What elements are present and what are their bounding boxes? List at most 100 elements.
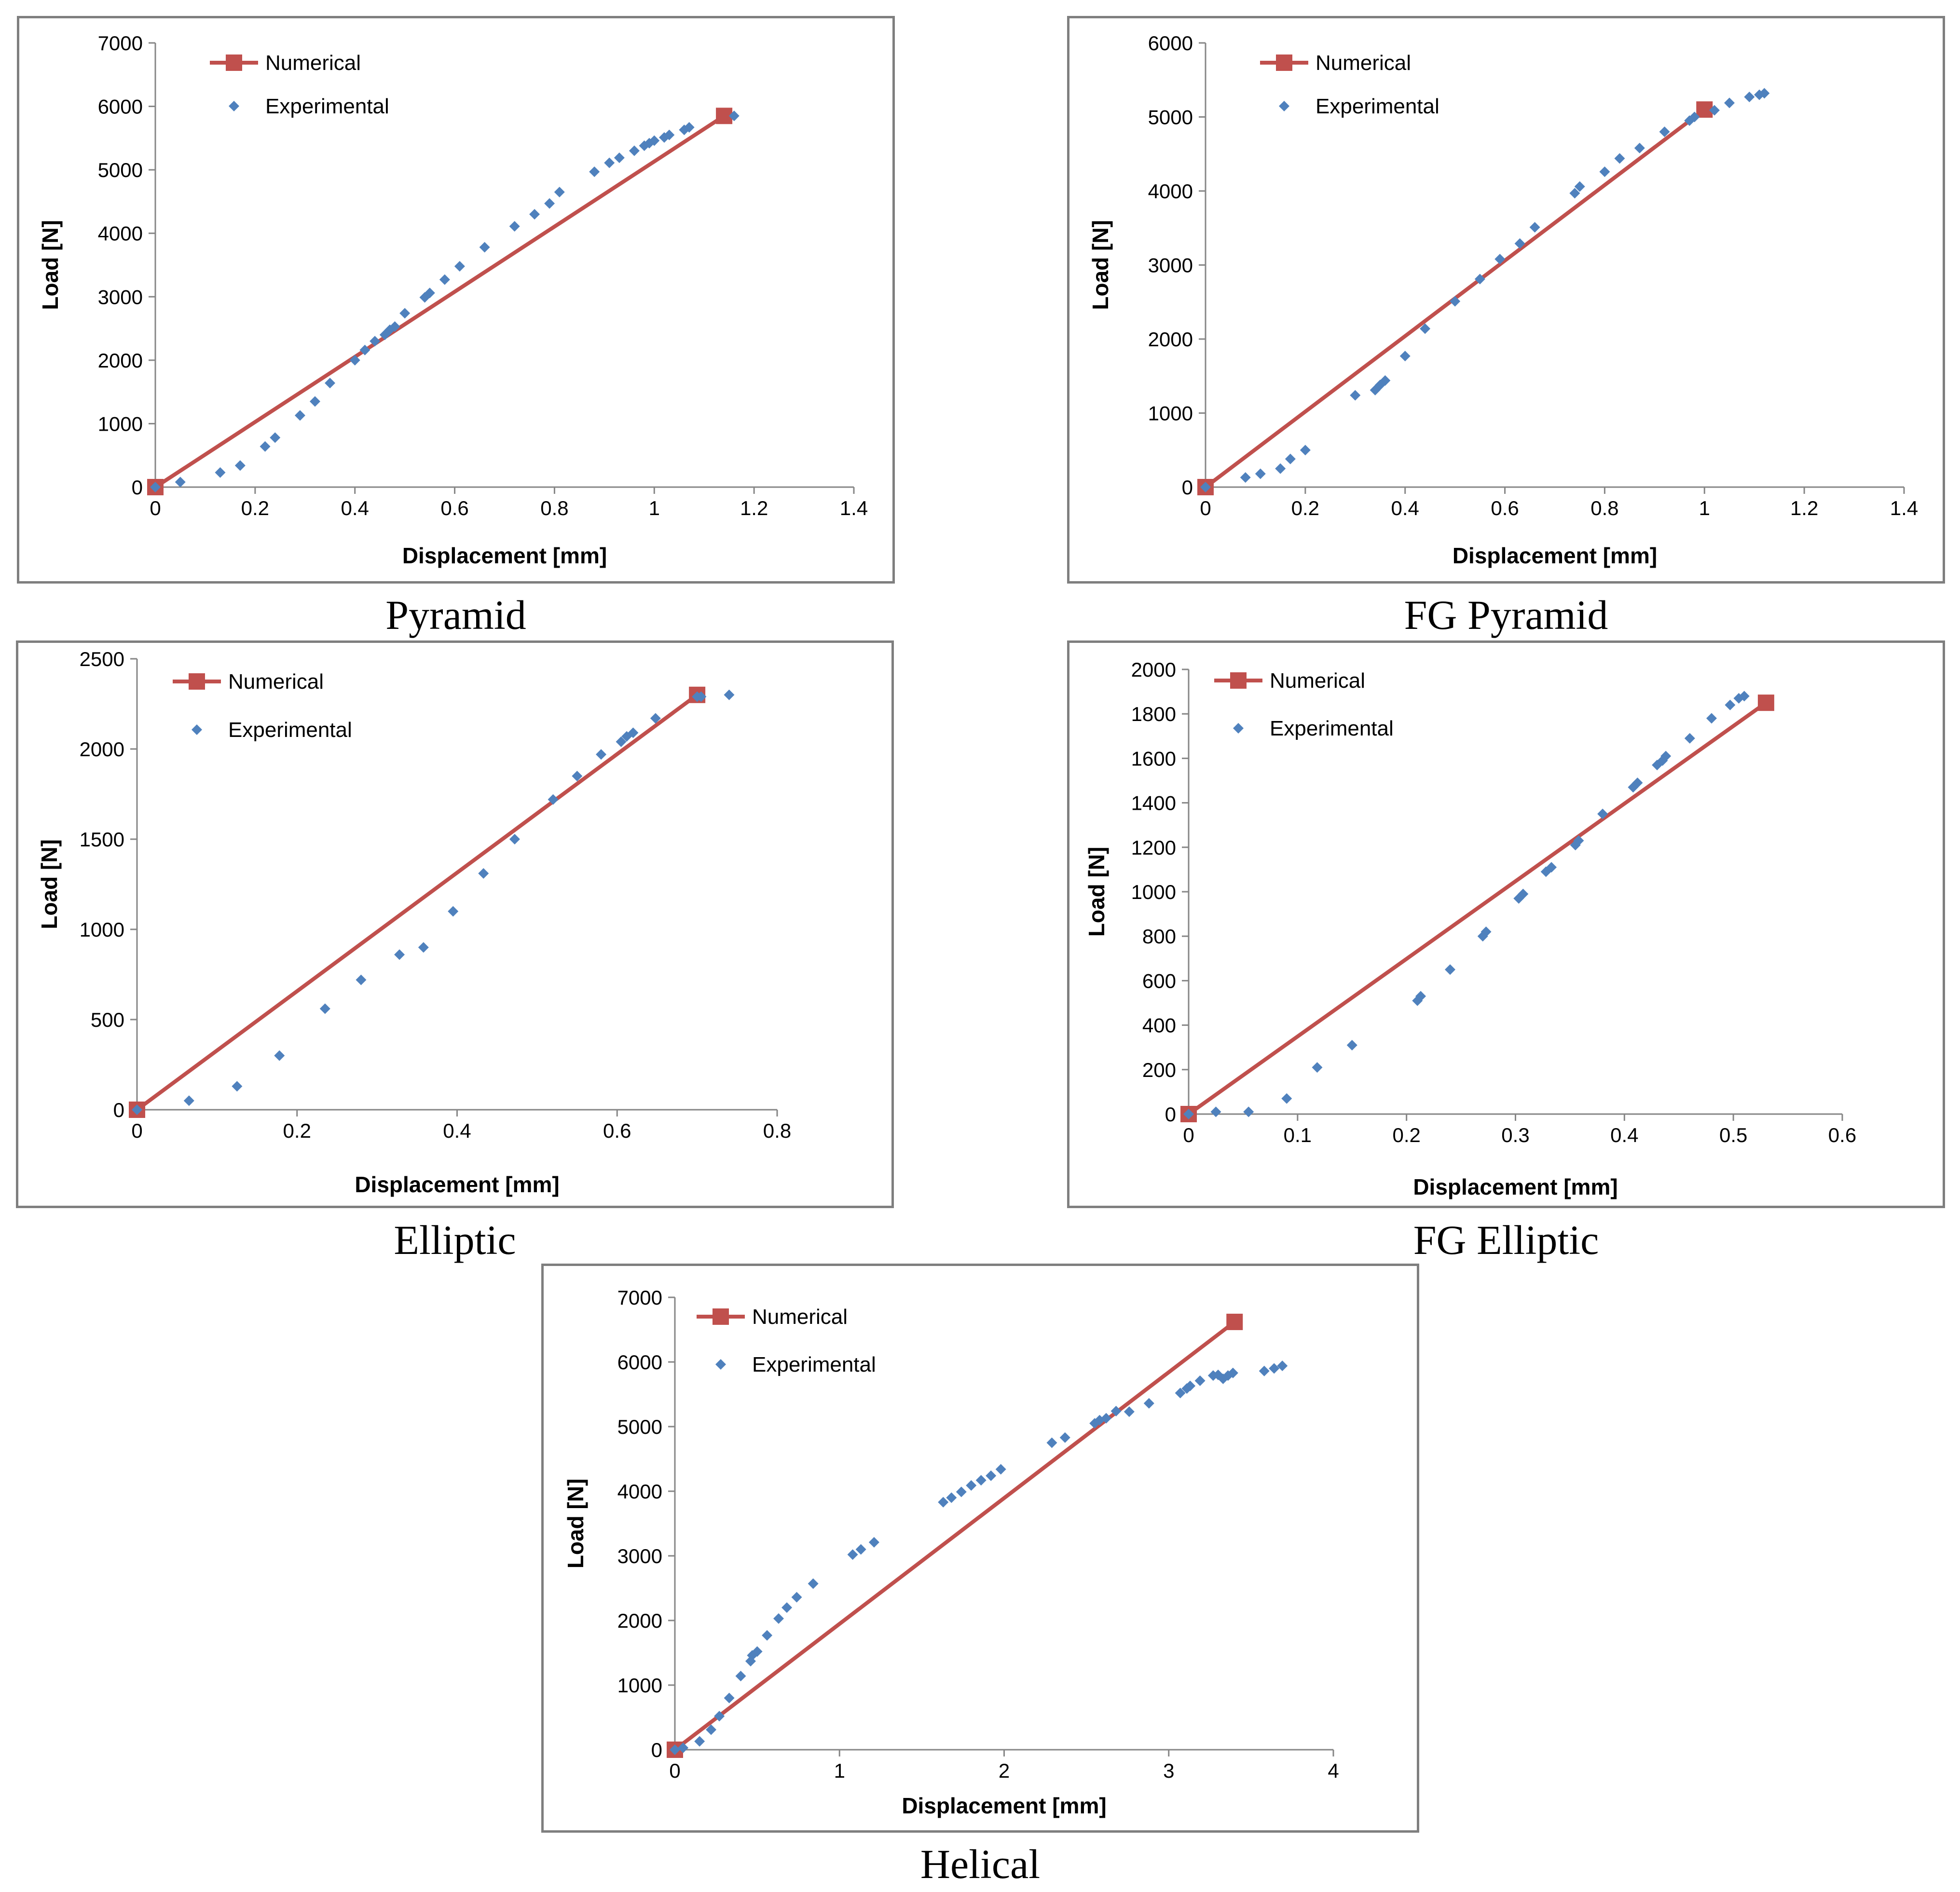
y-tick-label: 5000: [1148, 106, 1193, 129]
y-axis-title: Load [N]: [1084, 847, 1109, 937]
x-tick-label: 0.8: [540, 497, 568, 519]
legend-numerical-label: Numerical: [228, 670, 324, 694]
experimental-point: [1275, 463, 1286, 474]
experimental-point: [1101, 1413, 1112, 1424]
legend-experimental-label: Experimental: [752, 1353, 876, 1376]
experimental-point: [270, 432, 281, 443]
experimental-point: [1181, 1383, 1192, 1394]
experimental-point: [1175, 1388, 1186, 1399]
experimental-point: [1213, 1369, 1224, 1380]
x-tick-label: 1: [834, 1759, 845, 1782]
numerical-point: [1226, 1313, 1243, 1330]
experimental-point: [572, 771, 583, 782]
y-tick-label: 7000: [98, 32, 143, 54]
y-tick-label: 0: [132, 476, 143, 499]
x-tick-label: 0.4: [341, 497, 369, 519]
x-tick-label: 0.4: [1610, 1124, 1638, 1146]
x-tick-label: 2: [999, 1759, 1010, 1782]
chart-panel-fg-elliptic: 0 200 400 600 800 1000 1200 1400 1600 1800 2000 0 0.…: [1067, 640, 1945, 1208]
experimental-point: [762, 1630, 773, 1641]
x-tick-label: 0.1: [1284, 1124, 1312, 1146]
experimental-point: [678, 1742, 689, 1753]
y-tick-label: 1800: [1131, 703, 1176, 725]
experimental-point: [604, 157, 615, 168]
experimental-point: [1744, 92, 1755, 103]
legend-experimental-marker: [192, 724, 202, 735]
numerical-series-line: [136, 693, 699, 1112]
experimental-point: [938, 1497, 949, 1508]
y-tick-label: 2000: [1148, 328, 1193, 351]
experimental-point: [1569, 188, 1580, 199]
legend-experimental-label: Experimental: [265, 95, 389, 118]
y-tick-label: 2000: [98, 349, 143, 372]
experimental-point: [728, 110, 740, 122]
experimental-point: [847, 1549, 858, 1560]
experimental-point: [664, 129, 675, 140]
experimental-point: [1614, 153, 1625, 164]
experimental-point: [752, 1646, 763, 1657]
x-tick-label: 0.2: [241, 497, 269, 519]
experimental-point: [1599, 166, 1610, 177]
x-tick-label: 1.2: [1790, 497, 1818, 519]
experimental-point: [1415, 991, 1426, 1002]
experimental-point: [1269, 1363, 1280, 1374]
experimental-point: [529, 209, 540, 220]
y-tick-label: 200: [1142, 1059, 1176, 1081]
experimental-point: [479, 242, 490, 253]
experimental-point: [1350, 390, 1361, 401]
experimental-point: [478, 868, 489, 879]
legend-numerical-marker: [226, 54, 242, 71]
experimental-point: [649, 135, 660, 146]
experimental-point: [1494, 254, 1506, 265]
experimental-point: [356, 974, 367, 985]
x-tick-label: 3: [1163, 1759, 1174, 1782]
y-tick-label: 600: [1142, 969, 1176, 992]
experimental-point: [1725, 699, 1736, 710]
legend-numerical-label: Numerical: [265, 51, 361, 75]
y-tick-label: 1600: [1131, 747, 1176, 770]
chart-svg-helical: 0 1000 2000 3000 4000 5000 6000 7000 0 1 2 3 4 Displa…: [563, 1286, 1339, 1818]
experimental-point: [418, 942, 429, 953]
y-tick-label: 4000: [1148, 180, 1193, 203]
experimental-point: [1285, 453, 1296, 464]
chart-caption-elliptic: Elliptic: [394, 1217, 516, 1263]
y-tick-label: 3000: [98, 286, 143, 308]
experimental-point: [509, 834, 520, 844]
chart-panel-pyramid: 0 1000 2000 3000 4000 5000 6000 7000 0 0.2 0.4 0.6 0…: [17, 16, 895, 584]
experimental-point: [389, 321, 400, 332]
y-tick-label: 400: [1142, 1014, 1176, 1037]
experimental-point: [232, 1081, 243, 1092]
experimental-point: [1660, 750, 1672, 762]
y-tick-label: 0: [1165, 1103, 1176, 1126]
y-tick-label: 5000: [98, 159, 143, 181]
x-tick-label: 0.8: [1590, 497, 1618, 519]
experimental-point: [260, 441, 271, 452]
experimental-point: [946, 1492, 957, 1503]
experimental-point: [1684, 733, 1695, 744]
x-tick-label: 0.6: [440, 497, 468, 519]
legend-numerical-label: Numerical: [1270, 669, 1365, 693]
x-tick-label: 0.2: [1392, 1124, 1420, 1146]
x-tick-label: 0.2: [283, 1119, 311, 1142]
x-tick-label: 0: [131, 1119, 142, 1142]
experimental-point: [589, 166, 600, 177]
experimental-point: [183, 1095, 194, 1106]
legend-numerical-marker: [1276, 54, 1292, 71]
experimental-point: [399, 308, 411, 319]
experimental-point: [1634, 142, 1645, 153]
x-tick-label: 0.8: [763, 1119, 791, 1142]
y-tick-label: 6000: [1148, 32, 1193, 54]
legend-numerical-marker: [1230, 672, 1247, 689]
legend-numerical-label: Numerical: [752, 1305, 848, 1329]
experimental-point: [1689, 111, 1700, 123]
experimental-point: [745, 1656, 756, 1667]
experimental-point: [1183, 1109, 1194, 1119]
y-tick-label: 6000: [617, 1351, 662, 1374]
experimental-point: [1200, 482, 1211, 492]
y-axis-title: Load [N]: [563, 1479, 588, 1569]
y-axis-title: Load [N]: [37, 839, 62, 929]
experimental-point: [1312, 1062, 1323, 1073]
experimental-point: [1420, 323, 1431, 334]
y-tick-label: 0: [651, 1739, 662, 1761]
experimental-point: [1281, 1093, 1292, 1104]
